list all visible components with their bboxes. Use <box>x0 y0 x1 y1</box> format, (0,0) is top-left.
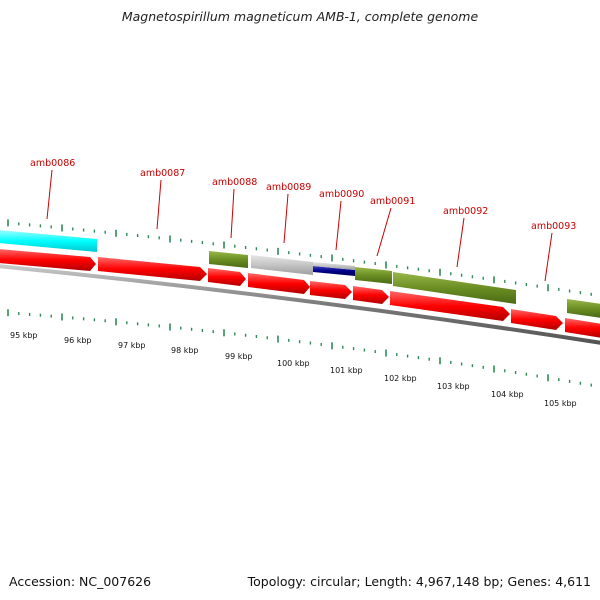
gene-label-amb0089[interactable]: amb0089 <box>266 182 311 193</box>
kbp-label: 97 kbp <box>118 341 146 350</box>
cds-arrow[interactable] <box>511 309 563 330</box>
kbp-label: 104 kbp <box>491 390 524 399</box>
inner-tick-ring <box>7 309 592 387</box>
cds-arrow[interactable] <box>208 268 246 286</box>
gene-label-amb0087[interactable]: amb0087 <box>140 168 185 179</box>
feature-grey[interactable] <box>251 255 313 275</box>
feature-olive[interactable] <box>209 251 248 268</box>
gene-label-amb0092[interactable]: amb0092 <box>443 206 488 217</box>
gene-leader-line <box>156 179 162 230</box>
kbp-label: 105 kbp <box>544 399 577 408</box>
gene-label-amb0091[interactable]: amb0091 <box>370 196 415 207</box>
gene-label-amb0093[interactable]: amb0093 <box>531 221 576 232</box>
map-title: Magnetospirillum magneticum AMB-1, compl… <box>121 9 479 24</box>
cds-arrow[interactable] <box>310 281 352 299</box>
feature-cyan[interactable] <box>0 230 97 252</box>
gene-leader-line <box>376 207 392 257</box>
gene-labels: amb0086 amb0087 amb0088 amb0089 amb0090 … <box>30 158 576 282</box>
feature-olive-3[interactable] <box>393 272 516 304</box>
gene-label-amb0090[interactable]: amb0090 <box>319 189 364 200</box>
gene-label-amb0086[interactable]: amb0086 <box>30 158 75 169</box>
gene-leader-line <box>283 193 289 244</box>
kbp-label: 98 kbp <box>171 346 199 355</box>
genome-summary-text: Topology: circular; Length: 4,967,148 bp… <box>247 574 591 589</box>
kbp-label: 99 kbp <box>225 352 253 361</box>
kbp-label: 101 kbp <box>330 366 363 375</box>
kbp-label: 100 kbp <box>277 359 310 368</box>
kbp-label: 95 kbp <box>10 331 38 340</box>
feature-olive-2[interactable] <box>355 267 392 284</box>
cds-arrow[interactable] <box>0 249 96 271</box>
gene-label-amb0088[interactable]: amb0088 <box>212 177 257 188</box>
cds-arrow[interactable] <box>353 286 389 304</box>
cds-arrow[interactable] <box>565 318 600 338</box>
feature-track <box>0 230 600 318</box>
cds-arrow[interactable] <box>98 257 207 281</box>
gene-leader-line <box>544 232 553 282</box>
cds-track <box>0 249 600 338</box>
feature-grey-2[interactable] <box>313 262 355 270</box>
kbp-labels: 95 kbp 96 kbp 97 kbp 98 kbp 99 kbp 100 k… <box>10 331 577 408</box>
gene-leader-line <box>335 200 342 251</box>
cds-arrow[interactable] <box>248 273 310 294</box>
kbp-label: 103 kbp <box>437 382 470 391</box>
kbp-label: 102 kbp <box>384 374 417 383</box>
feature-navy[interactable] <box>313 266 355 276</box>
genome-backbone <box>0 264 600 345</box>
gene-leader-line <box>46 169 53 220</box>
feature-olive-4[interactable] <box>567 299 600 318</box>
cds-arrow[interactable] <box>390 291 510 321</box>
accession-text: Accession: NC_007626 <box>9 574 152 589</box>
gene-leader-line <box>230 188 235 239</box>
gene-leader-line <box>456 217 465 268</box>
kbp-label: 96 kbp <box>64 336 92 345</box>
outer-tick-ring <box>7 219 592 296</box>
